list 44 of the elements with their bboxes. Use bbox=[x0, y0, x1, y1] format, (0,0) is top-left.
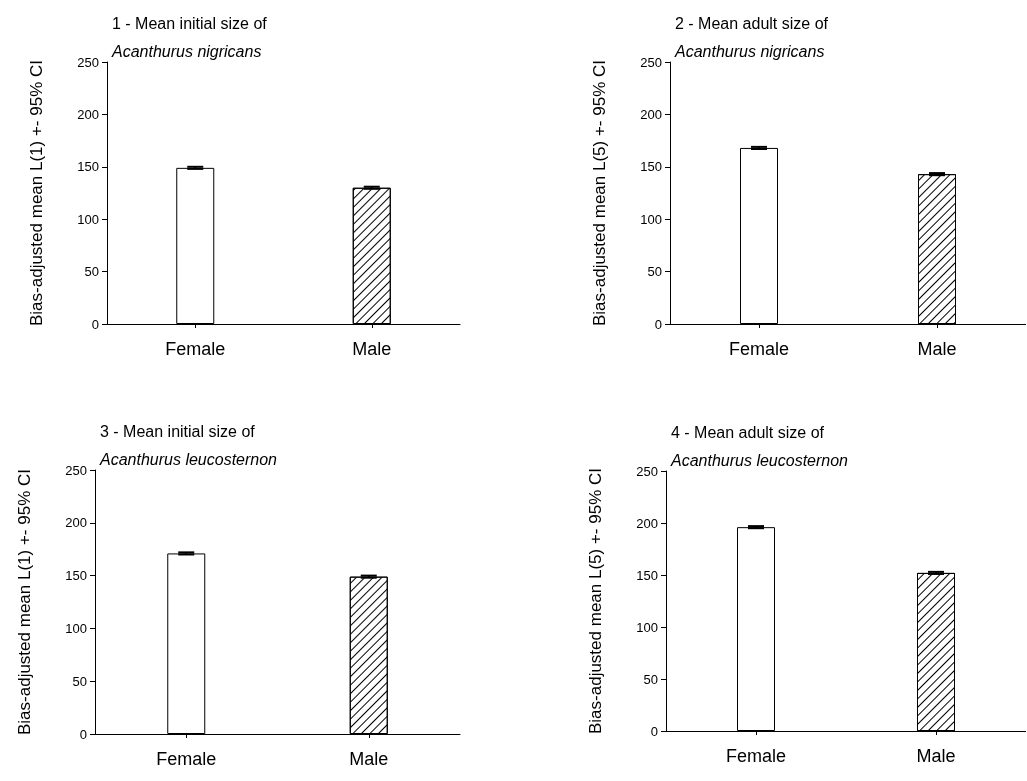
y-tick-label: 250 bbox=[640, 54, 662, 70]
x-tick-label: Male bbox=[917, 339, 957, 359]
x-tick-label: Male bbox=[916, 746, 956, 766]
x-tick-label: Female bbox=[728, 339, 790, 359]
chart-subtitle: Acanthurus nigricans bbox=[674, 42, 825, 60]
y-tick-label: 250 bbox=[77, 54, 99, 70]
y-tick-label: 200 bbox=[77, 106, 99, 122]
y-axis-title: Bias-adjusted mean L(1) +- 95% CI bbox=[27, 60, 46, 326]
chart-title: 2 - Mean adult size of bbox=[675, 14, 829, 32]
y-tick-label: 50 bbox=[84, 264, 99, 280]
y-tick-label: 200 bbox=[65, 515, 87, 531]
chart-subtitle: Acanthurus nigricans bbox=[111, 42, 262, 60]
x-tick-label: Female bbox=[165, 339, 226, 359]
y-tick-label: 50 bbox=[647, 264, 662, 280]
y-tick-label: 200 bbox=[636, 515, 658, 531]
chart-title: 4 - Mean adult size of bbox=[671, 423, 825, 441]
y-tick-label: 0 bbox=[91, 316, 99, 332]
y-tick-label: 150 bbox=[636, 567, 658, 583]
y-tick-label: 150 bbox=[65, 568, 87, 584]
y-axis-title: Bias-adjusted mean L(5) +- 95% CI bbox=[586, 468, 605, 734]
y-tick-label: 100 bbox=[65, 620, 87, 636]
x-tick-label: Male bbox=[352, 339, 392, 359]
x-tick-label: Female bbox=[156, 749, 217, 769]
y-tick-label: 0 bbox=[654, 316, 662, 332]
y-tick-label: 100 bbox=[77, 211, 99, 227]
y-tick-label: 250 bbox=[65, 462, 87, 478]
y-axis-title: Bias-adjusted mean L(1) +- 95% CI bbox=[15, 469, 34, 735]
x-tick-label: Male bbox=[349, 749, 389, 769]
y-tick-label: 100 bbox=[640, 211, 662, 227]
chart-title: 3 - Mean initial size of bbox=[100, 422, 256, 440]
chart-title: 1 - Mean initial size of bbox=[112, 14, 268, 32]
chart-subtitle: Acanthurus leucosternon bbox=[99, 450, 278, 468]
y-tick-label: 150 bbox=[640, 159, 662, 175]
x-tick-label: Female bbox=[725, 746, 787, 766]
y-tick-label: 50 bbox=[72, 673, 87, 689]
y-tick-label: 0 bbox=[650, 723, 658, 739]
chart-subtitle: Acanthurus leucosternon bbox=[670, 451, 849, 469]
y-tick-label: 250 bbox=[636, 463, 658, 479]
y-tick-label: 150 bbox=[77, 159, 99, 175]
y-tick-label: 200 bbox=[640, 106, 662, 122]
y-tick-label: 100 bbox=[636, 619, 658, 635]
y-axis-title: Bias-adjusted mean L(5) +- 95% CI bbox=[590, 60, 609, 326]
y-tick-label: 0 bbox=[79, 726, 87, 742]
y-tick-label: 50 bbox=[643, 671, 658, 687]
